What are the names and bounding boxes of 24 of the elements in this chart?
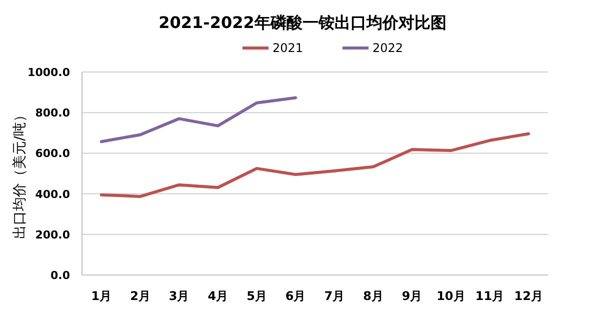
y-tick-label: 600.0: [35, 147, 70, 160]
legend-label: 2021: [272, 41, 304, 55]
legend-label: 2022: [372, 41, 404, 55]
x-tick-label: 9月: [402, 289, 422, 303]
y-tick-label: 0.0: [50, 269, 70, 282]
chart-title: 2021-2022年磷酸一铵出口均价对比图: [158, 13, 446, 32]
x-tick-label: 11月: [475, 289, 504, 303]
y-tick-label: 800.0: [35, 106, 70, 120]
y-axis-title: 出口均价（美元/吨）: [12, 108, 28, 239]
x-tick-label: 7月: [324, 289, 345, 303]
line-series: [100, 132, 530, 198]
y-tick-label: 1000.0: [28, 66, 70, 79]
x-tick-label: 12月: [514, 289, 543, 303]
x-tick-label: 1月: [91, 289, 112, 303]
x-tick-label: 6月: [285, 289, 306, 303]
x-tick-label: 3月: [168, 289, 190, 303]
x-tick-label: 8月: [363, 289, 384, 303]
line-series: [100, 96, 298, 144]
x-tick-label: 2月: [130, 289, 150, 303]
y-tick-label: 400.0: [35, 188, 70, 201]
x-tick-label: 5月: [246, 289, 267, 303]
x-tick-label: 10月: [436, 289, 466, 303]
y-tick-label: 200.0: [35, 228, 70, 242]
x-tick-label: 4月: [208, 289, 228, 303]
